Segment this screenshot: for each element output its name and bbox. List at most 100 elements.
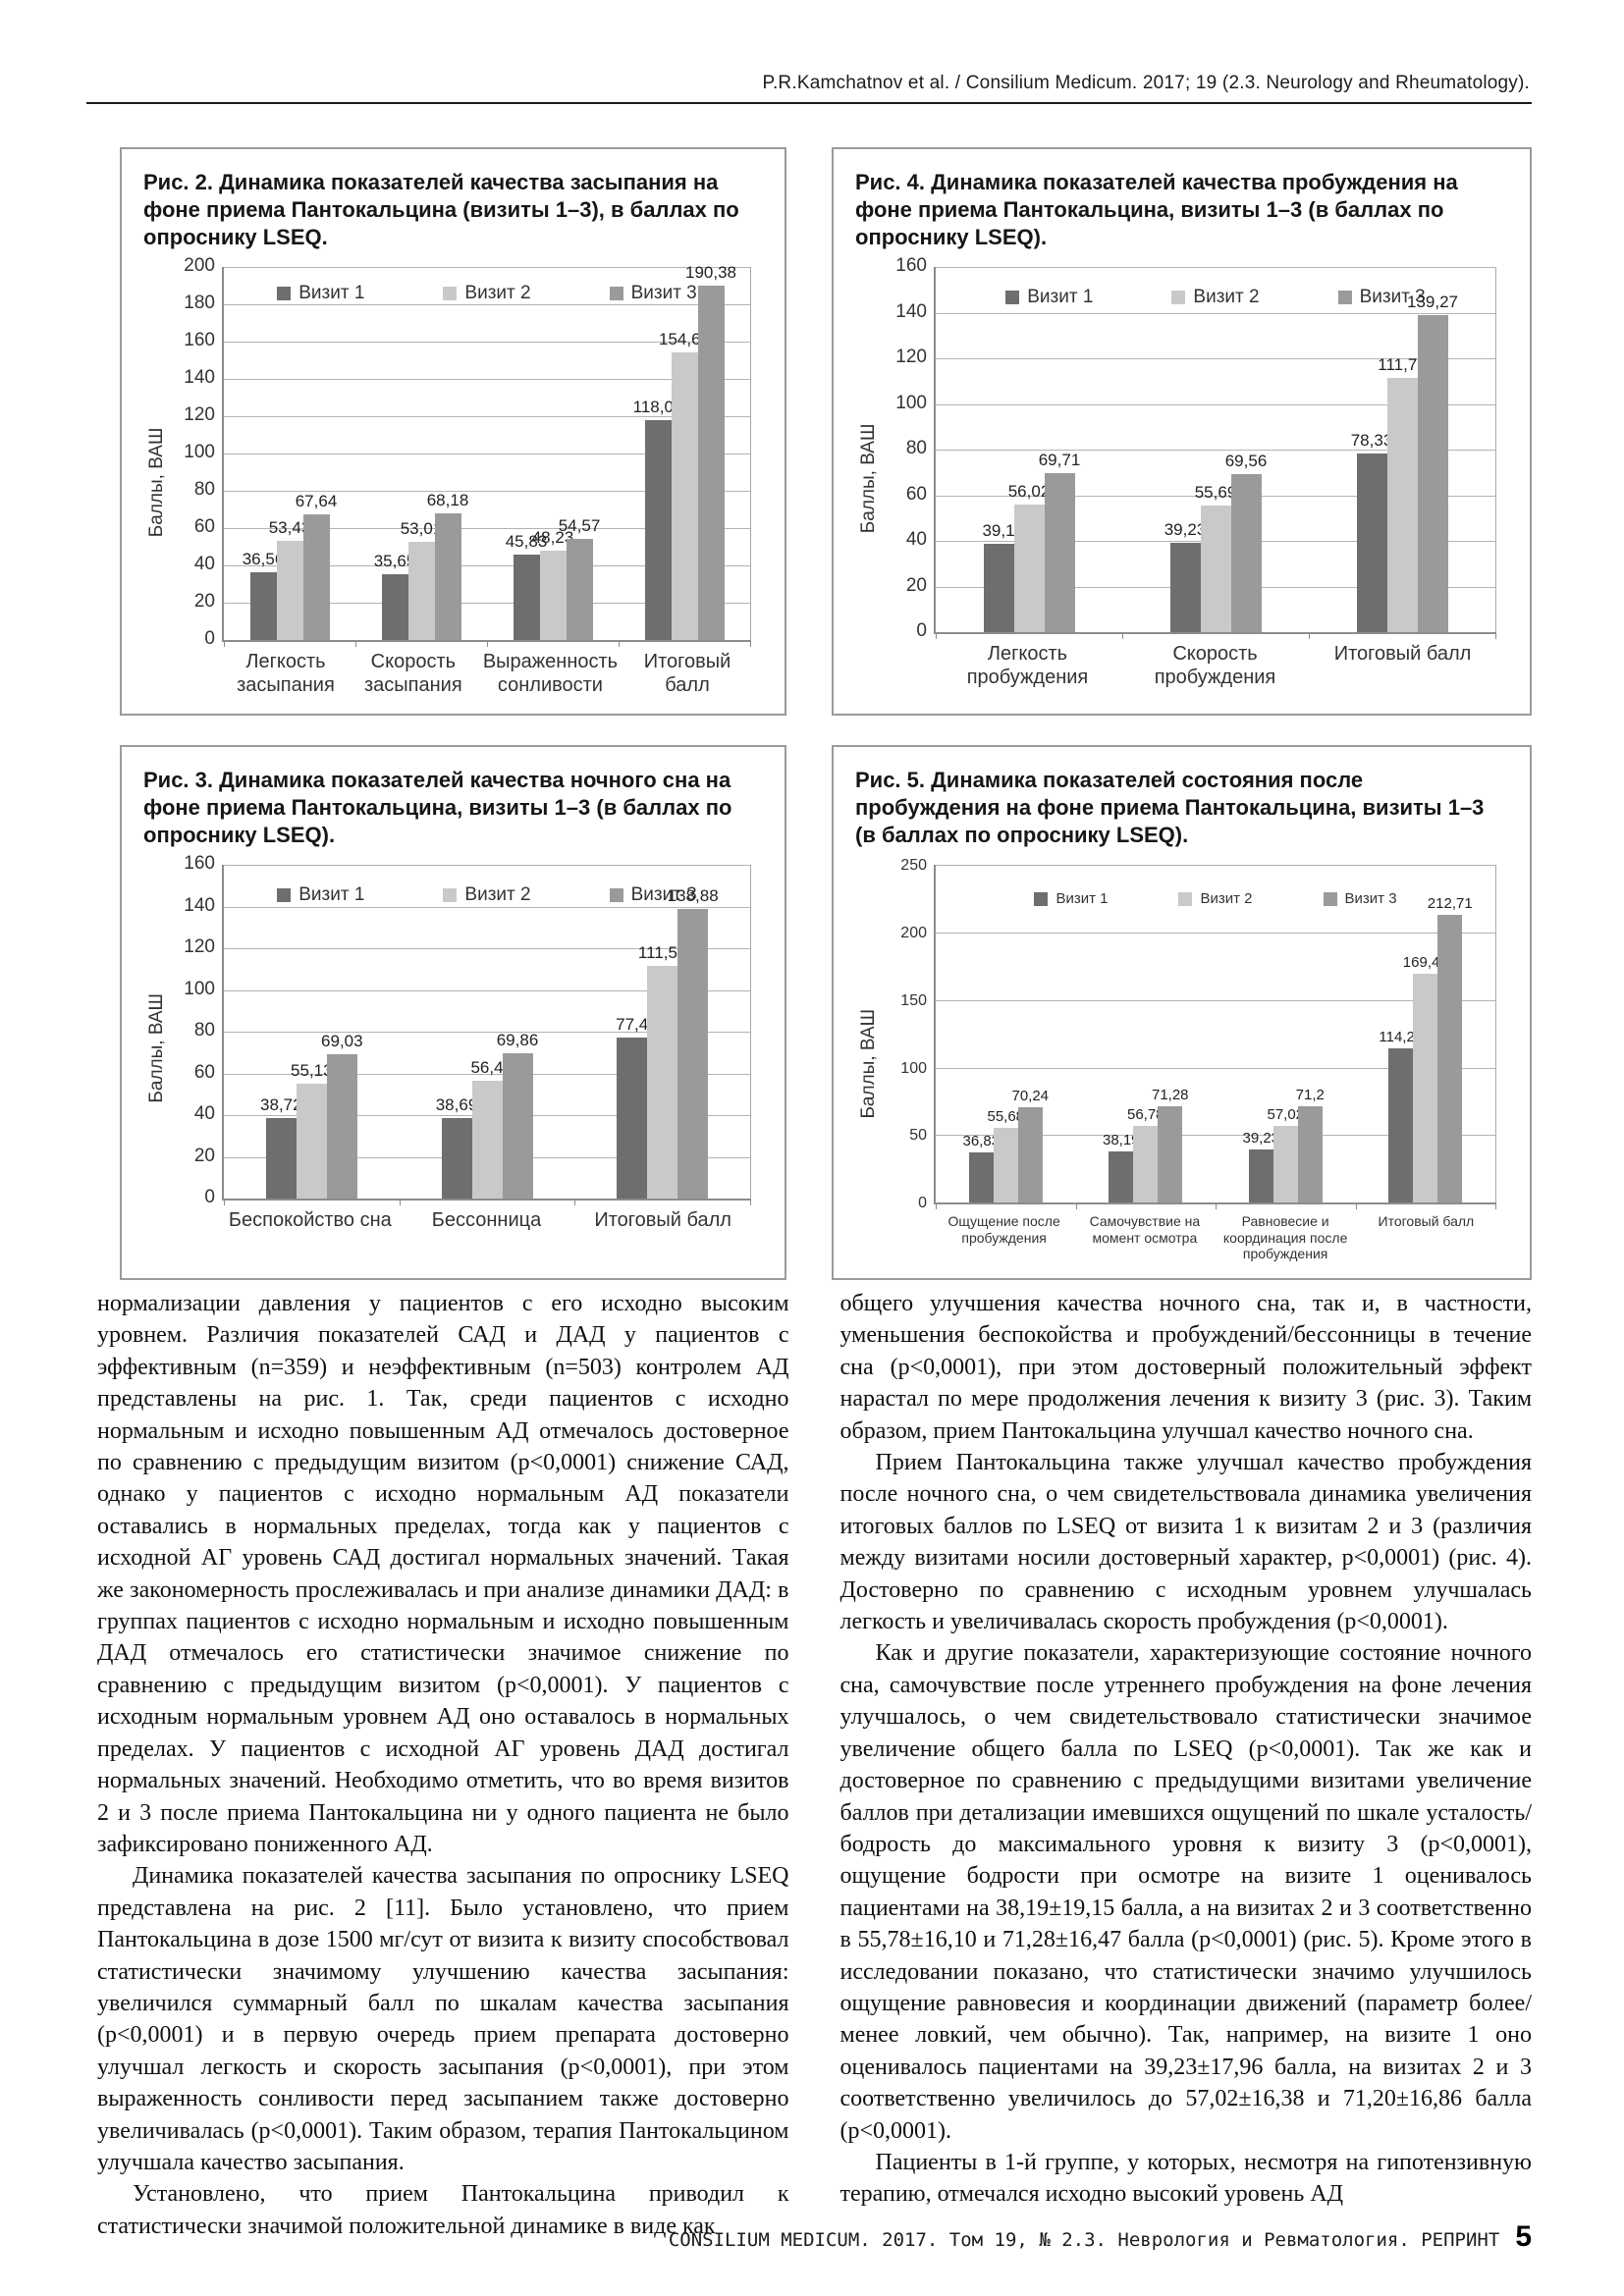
gridline: [224, 342, 750, 344]
legend-swatch-icon: [443, 287, 458, 301]
x-tick-mark: [355, 640, 356, 648]
y-tick-label: 160: [184, 330, 215, 351]
bar: 154,68: [659, 330, 710, 641]
category-label: Беспокойство сна: [228, 1209, 392, 1232]
gridline: [224, 416, 750, 418]
x-tick-mark: [487, 640, 488, 648]
running-head: P.R.Kamchatnov et al. / Consilium Medicu…: [762, 73, 1530, 93]
bar-value-label: 55,13: [291, 1060, 333, 1080]
y-axis-title: Баллы, ВАШ: [858, 423, 879, 534]
gridline: [224, 379, 750, 381]
x-tick-mark: [1309, 632, 1310, 640]
y-tick-label: 100: [900, 1059, 927, 1077]
bar: 71,2: [1296, 1087, 1325, 1203]
y-tick-label: 0: [916, 620, 927, 642]
bar-value-label: 56,02: [1007, 482, 1051, 502]
bar-value-label: 39,23: [1164, 520, 1207, 540]
figure-grid: Рис. 2. Динамика показателей качества за…: [86, 147, 1532, 1280]
bar-group: 35,65 53,01 68,18: [355, 491, 487, 641]
legend-swatch-icon: [1034, 891, 1049, 906]
bar-group: 36,56 53,43 67,64: [224, 492, 355, 641]
bar-group: 39,23 55,69 69,56: [1122, 452, 1309, 633]
bars-layer: 38,72 55,13 69,03 38,69 56,4 69,86 77,4 111,52 1…: [224, 865, 750, 1200]
y-tick-label: 180: [184, 293, 215, 314]
footer-journal-line: CONSILIUM MEDICUM. 2017. Том 19, № 2.3. …: [668, 2229, 1500, 2251]
category-label: Итоговый балл: [1333, 643, 1472, 666]
gridline: [936, 358, 1495, 360]
y-tick-label: 80: [905, 438, 927, 459]
x-tick-mark: [1122, 632, 1123, 640]
body-paragraph: Как и другие показатели, характеризующие…: [839, 1640, 1533, 2144]
figure-2-box: Рис. 2. Динамика показателей качества за…: [120, 147, 786, 716]
y-tick-label: 160: [184, 853, 215, 875]
body-paragraph: Пациенты в 1-й группе, у которых, несмот…: [839, 2149, 1533, 2208]
bar: 53,01: [401, 519, 442, 641]
bar-group: 38,69 56,4 69,86: [400, 1031, 575, 1200]
bar-value-label: 55,69: [1194, 483, 1237, 502]
bar: 39,23: [1242, 1130, 1279, 1203]
y-tick-label: 80: [193, 479, 215, 501]
legend-item: Визит 3: [1337, 287, 1426, 308]
bar: 77,4: [616, 1015, 648, 1200]
y-tick-label: 100: [895, 392, 927, 413]
bar: 67,64: [296, 492, 337, 641]
category-axis: Легкость пробуждения Скорость пробуждения…: [934, 643, 1496, 689]
legend-swatch-icon: [1171, 291, 1186, 305]
bar-value-label: 111,71: [1378, 354, 1427, 374]
bar: 111,52: [638, 943, 686, 1200]
x-tick-mark: [750, 1199, 751, 1206]
bar: 48,23: [532, 528, 573, 641]
figure-5-box: Рис. 5. Динамика показателей состояния п…: [832, 744, 1532, 1280]
y-tick-label: 80: [193, 1020, 215, 1041]
bar: 69,86: [497, 1031, 538, 1200]
figure-3-chart: Баллы, ВАШ 0 20 40 60 80 100 120 140 160 Визит 1 Ви…: [143, 853, 763, 1233]
bar: 53,43: [269, 518, 310, 641]
gridline: [224, 906, 750, 908]
y-tick-label: 60: [905, 483, 927, 505]
bar: 139,27: [1407, 293, 1458, 633]
x-tick-mark: [1075, 1202, 1077, 1210]
bar: 38,19: [1103, 1132, 1140, 1203]
bar-value-label: 78,33: [1350, 431, 1393, 451]
y-tick-label: 20: [905, 574, 927, 596]
plot-area: 0 20 40 60 80 100 120 140 160 180 200 Визит 1 Визит …: [184, 255, 751, 649]
plot-area: 0 20 40 60 80 100 120 140 160 Визит 1 Визит 2 Визит…: [895, 255, 1496, 641]
gridline: [936, 1135, 1495, 1137]
y-tick-label: 140: [184, 894, 215, 916]
legend-swatch-icon: [1178, 891, 1193, 906]
bar-value-label: 138,88: [667, 886, 719, 906]
category-label: Бессонница: [431, 1209, 542, 1232]
bars-layer: 36,56 53,43 67,64 35,65 53,01 68,18 45,83 48,23…: [224, 263, 750, 641]
bar-group: 38,72 55,13 69,03: [224, 1032, 400, 1200]
bar-value-label: 139,27: [1407, 292, 1458, 311]
legend-swatch-icon: [609, 287, 623, 301]
category-label: Выраженность сонливости: [482, 651, 619, 697]
category-axis: Ощущение после пробуждения Самочувствие н…: [934, 1213, 1496, 1262]
gridline: [936, 999, 1495, 1001]
bar: 45,83: [506, 532, 547, 641]
category-label: Скорость засыпания: [364, 651, 462, 697]
legend-item: Визит 3: [609, 884, 697, 906]
bar-value-label: 36,56: [242, 550, 285, 569]
legend-item: Визит 2: [443, 884, 531, 906]
bar: 56,4: [470, 1058, 504, 1200]
y-tick-label: 0: [918, 1195, 927, 1212]
bar-group: 78,33 111,71 139,27: [1309, 293, 1495, 633]
bar-value-label: 53,01: [400, 518, 443, 538]
category-label: Итоговый балл: [594, 1209, 731, 1232]
bar-value-label: 57,02: [1267, 1105, 1305, 1123]
gridline: [936, 403, 1495, 405]
bar: 71,28: [1152, 1087, 1189, 1203]
bar: 54,57: [559, 516, 600, 641]
body-paragraph: общего улучшения качества ночного сна, т…: [839, 1291, 1533, 1444]
legend-swatch-icon: [1337, 291, 1352, 305]
gridline: [224, 603, 750, 605]
bar-value-label: 111,52: [637, 943, 687, 963]
gridline: [936, 1067, 1495, 1069]
figure-4-box: Рис. 4. Динамика показателей качества пр…: [832, 147, 1532, 716]
chart-legend: Визит 1 Визит 2 Визит 3: [224, 884, 750, 906]
gridline: [224, 989, 750, 991]
figure-3-box: Рис. 3. Динамика показателей качества но…: [120, 744, 786, 1280]
y-tick-label: 40: [193, 554, 215, 575]
